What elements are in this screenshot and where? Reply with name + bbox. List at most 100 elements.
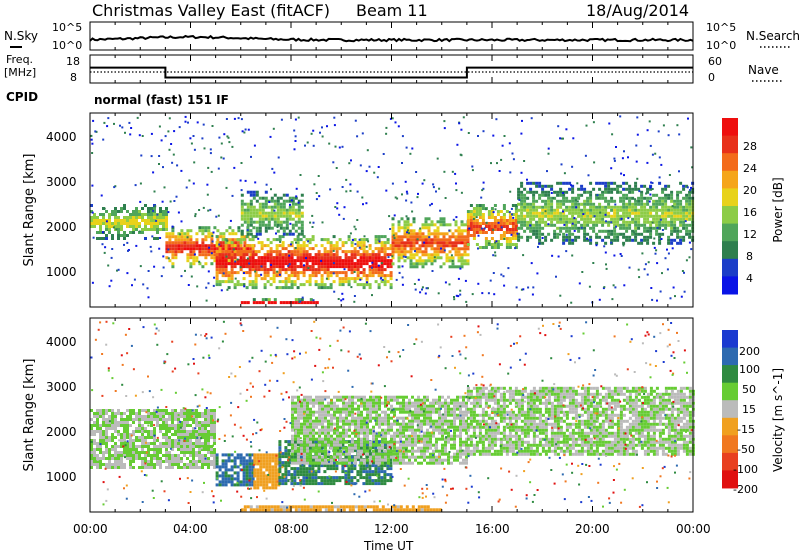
power-cell bbox=[471, 293, 474, 296]
velocity-cell bbox=[356, 473, 360, 477]
velocity-cell bbox=[308, 476, 312, 480]
velocity-cell bbox=[248, 462, 252, 466]
velocity-cell bbox=[271, 471, 275, 475]
power-cell bbox=[239, 250, 243, 254]
velocity-cell bbox=[117, 454, 120, 457]
power-cell bbox=[215, 250, 219, 254]
power-cell bbox=[296, 238, 300, 242]
velocity-cell bbox=[105, 466, 108, 469]
power-cell bbox=[141, 207, 144, 210]
power-cell bbox=[251, 247, 255, 251]
power-cell bbox=[323, 253, 327, 257]
velocity-cell bbox=[327, 431, 330, 435]
power-cell bbox=[275, 256, 279, 260]
power-cell bbox=[565, 235, 569, 239]
velocity-cell bbox=[204, 454, 207, 457]
power-cell bbox=[141, 219, 144, 222]
velocity-cell bbox=[321, 428, 324, 432]
velocity-cell bbox=[144, 418, 147, 421]
power-cell bbox=[571, 226, 575, 230]
power-cell bbox=[248, 244, 252, 248]
power-cell bbox=[221, 253, 225, 257]
velocity-cell bbox=[368, 449, 372, 453]
power-cell bbox=[275, 247, 279, 251]
velocity-cell bbox=[293, 440, 297, 444]
power-cell bbox=[285, 199, 289, 203]
velocity-cell bbox=[326, 479, 330, 483]
power-cell bbox=[203, 147, 206, 150]
power-cell bbox=[253, 144, 256, 147]
power-cell bbox=[258, 232, 262, 236]
power-cell bbox=[443, 120, 446, 123]
power-cell bbox=[285, 223, 289, 227]
power-cell bbox=[332, 262, 335, 265]
power-cell bbox=[326, 125, 328, 128]
power-cell bbox=[541, 226, 545, 230]
power-cell bbox=[129, 133, 132, 136]
velocity-cell bbox=[308, 464, 312, 468]
power-cell bbox=[418, 229, 422, 233]
velocity-cell bbox=[144, 409, 147, 412]
power-cell bbox=[386, 262, 390, 266]
velocity-cell bbox=[344, 470, 348, 474]
velocity-cell bbox=[230, 465, 234, 469]
power-cell bbox=[550, 192, 553, 194]
power-cell bbox=[670, 205, 674, 209]
power-cell bbox=[582, 213, 585, 216]
power-cell bbox=[328, 142, 331, 145]
power-cell bbox=[291, 301, 295, 305]
power-cell bbox=[147, 270, 150, 272]
power-cell bbox=[230, 274, 234, 278]
power-cell bbox=[685, 211, 689, 215]
power-cell bbox=[198, 247, 202, 251]
power-cell bbox=[498, 170, 501, 172]
power-cell bbox=[389, 271, 393, 275]
velocity-cell bbox=[126, 445, 129, 448]
power-cell bbox=[147, 222, 150, 225]
velocity-cell bbox=[192, 457, 195, 460]
power-cell bbox=[490, 243, 494, 246]
power-cell bbox=[469, 210, 473, 213]
power-cell bbox=[400, 253, 404, 257]
power-cell bbox=[615, 225, 617, 228]
power-cell bbox=[535, 220, 539, 224]
power-cell bbox=[535, 190, 539, 194]
velocity-cell bbox=[233, 465, 237, 469]
power-cell bbox=[165, 244, 169, 248]
power-cell bbox=[240, 189, 243, 192]
velocity-cell bbox=[99, 460, 102, 463]
velocity-cell bbox=[215, 456, 219, 460]
power-cell bbox=[177, 244, 181, 248]
power-cell bbox=[210, 262, 214, 266]
power-cell bbox=[320, 259, 323, 262]
velocity-cell bbox=[108, 409, 111, 412]
velocity-cell bbox=[278, 458, 282, 462]
power-cell bbox=[493, 222, 497, 225]
power-cell bbox=[186, 253, 190, 257]
velocity-cell bbox=[253, 468, 257, 472]
power-cell bbox=[436, 157, 439, 160]
velocity-cell bbox=[309, 416, 312, 420]
velocity-cell bbox=[306, 422, 309, 426]
velocity-cell bbox=[300, 431, 303, 435]
power-cell bbox=[162, 166, 164, 169]
velocity-cell bbox=[102, 424, 105, 427]
power-cell bbox=[123, 234, 126, 237]
power-cell bbox=[389, 253, 393, 257]
velocity-cell bbox=[114, 415, 117, 418]
power-cell bbox=[335, 167, 338, 169]
power-cell bbox=[138, 222, 141, 225]
power-cell bbox=[646, 226, 650, 230]
velocity-cell bbox=[300, 443, 303, 447]
power-cell bbox=[568, 220, 572, 224]
power-cell bbox=[309, 221, 312, 224]
velocity-cell bbox=[245, 480, 249, 484]
power-cell bbox=[186, 238, 190, 242]
power-cell bbox=[340, 299, 343, 302]
power-cell bbox=[365, 277, 369, 281]
power-cell bbox=[282, 205, 286, 209]
power-cell bbox=[227, 280, 231, 284]
power-cell bbox=[297, 220, 301, 224]
power-cell bbox=[96, 216, 99, 219]
velocity-cell bbox=[165, 448, 168, 451]
